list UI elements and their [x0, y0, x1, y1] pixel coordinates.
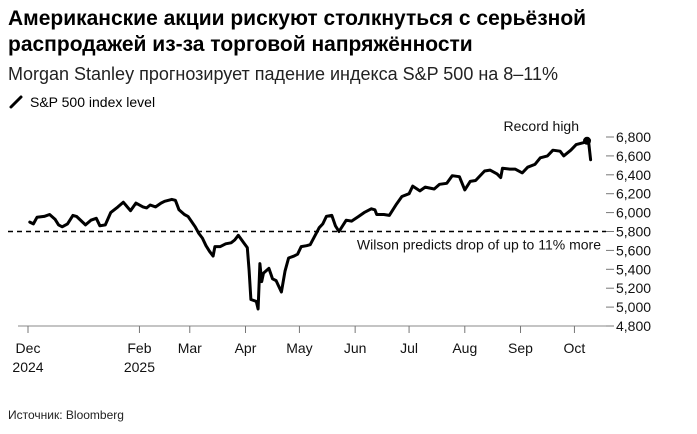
- source-note: Источник: Bloomberg: [8, 408, 124, 422]
- y-tick-label: 4,800: [616, 318, 651, 334]
- chart-title: Американские акции рискуют столкнуться с…: [8, 7, 587, 56]
- x-axis: Dec 2024 Feb 2025 Mar Apr May Jun Jul Aug Sep Oct: [12, 325, 606, 375]
- x-tick-label: Aug: [452, 340, 477, 356]
- legend: S&P 500 index level: [8, 93, 155, 111]
- y-tick-label: 5,400: [616, 261, 651, 277]
- y-tick-label: 5,200: [616, 280, 651, 296]
- y-tick-label: 5,000: [616, 299, 651, 315]
- x-tick-label: Oct: [564, 340, 586, 356]
- x-tick-year-label: 2025: [124, 359, 155, 375]
- y-tick-label: 6,600: [616, 148, 651, 164]
- y-tick-label: 5,800: [616, 224, 651, 240]
- y-tick-label: 5,600: [616, 242, 651, 258]
- y-tick-label: 6,800: [616, 129, 651, 145]
- y-tick-label: 6,200: [616, 186, 651, 202]
- x-tick-label: Mar: [178, 340, 202, 356]
- series-line-sp500: [28, 139, 593, 311]
- x-tick-label: Apr: [235, 340, 257, 356]
- record-high-label: Record high: [504, 118, 580, 134]
- x-tick-label: Jul: [400, 340, 418, 356]
- x-tick-label: May: [286, 340, 312, 356]
- x-tick-label: Dec: [16, 340, 41, 356]
- record-high-marker: [583, 136, 592, 145]
- y-tick-label: 6,400: [616, 167, 651, 183]
- x-tick-year-label: 2024: [12, 359, 43, 375]
- chart-subtitle: Morgan Stanley прогнозирует падение инде…: [8, 64, 558, 84]
- y-tick-label: 6,000: [616, 205, 651, 221]
- y-axis: 4,800 5,000 5,200 5,400 5,600 5,800 6,000 6,200…: [606, 129, 651, 334]
- x-tick-label: Feb: [127, 340, 151, 356]
- x-tick-label: Sep: [508, 340, 533, 356]
- legend-label: S&P 500 index level: [30, 94, 156, 110]
- legend-line-icon: [9, 95, 23, 109]
- x-tick-label: Jun: [344, 340, 367, 356]
- reference-line-label: Wilson predicts drop of up to 11% more: [357, 237, 601, 253]
